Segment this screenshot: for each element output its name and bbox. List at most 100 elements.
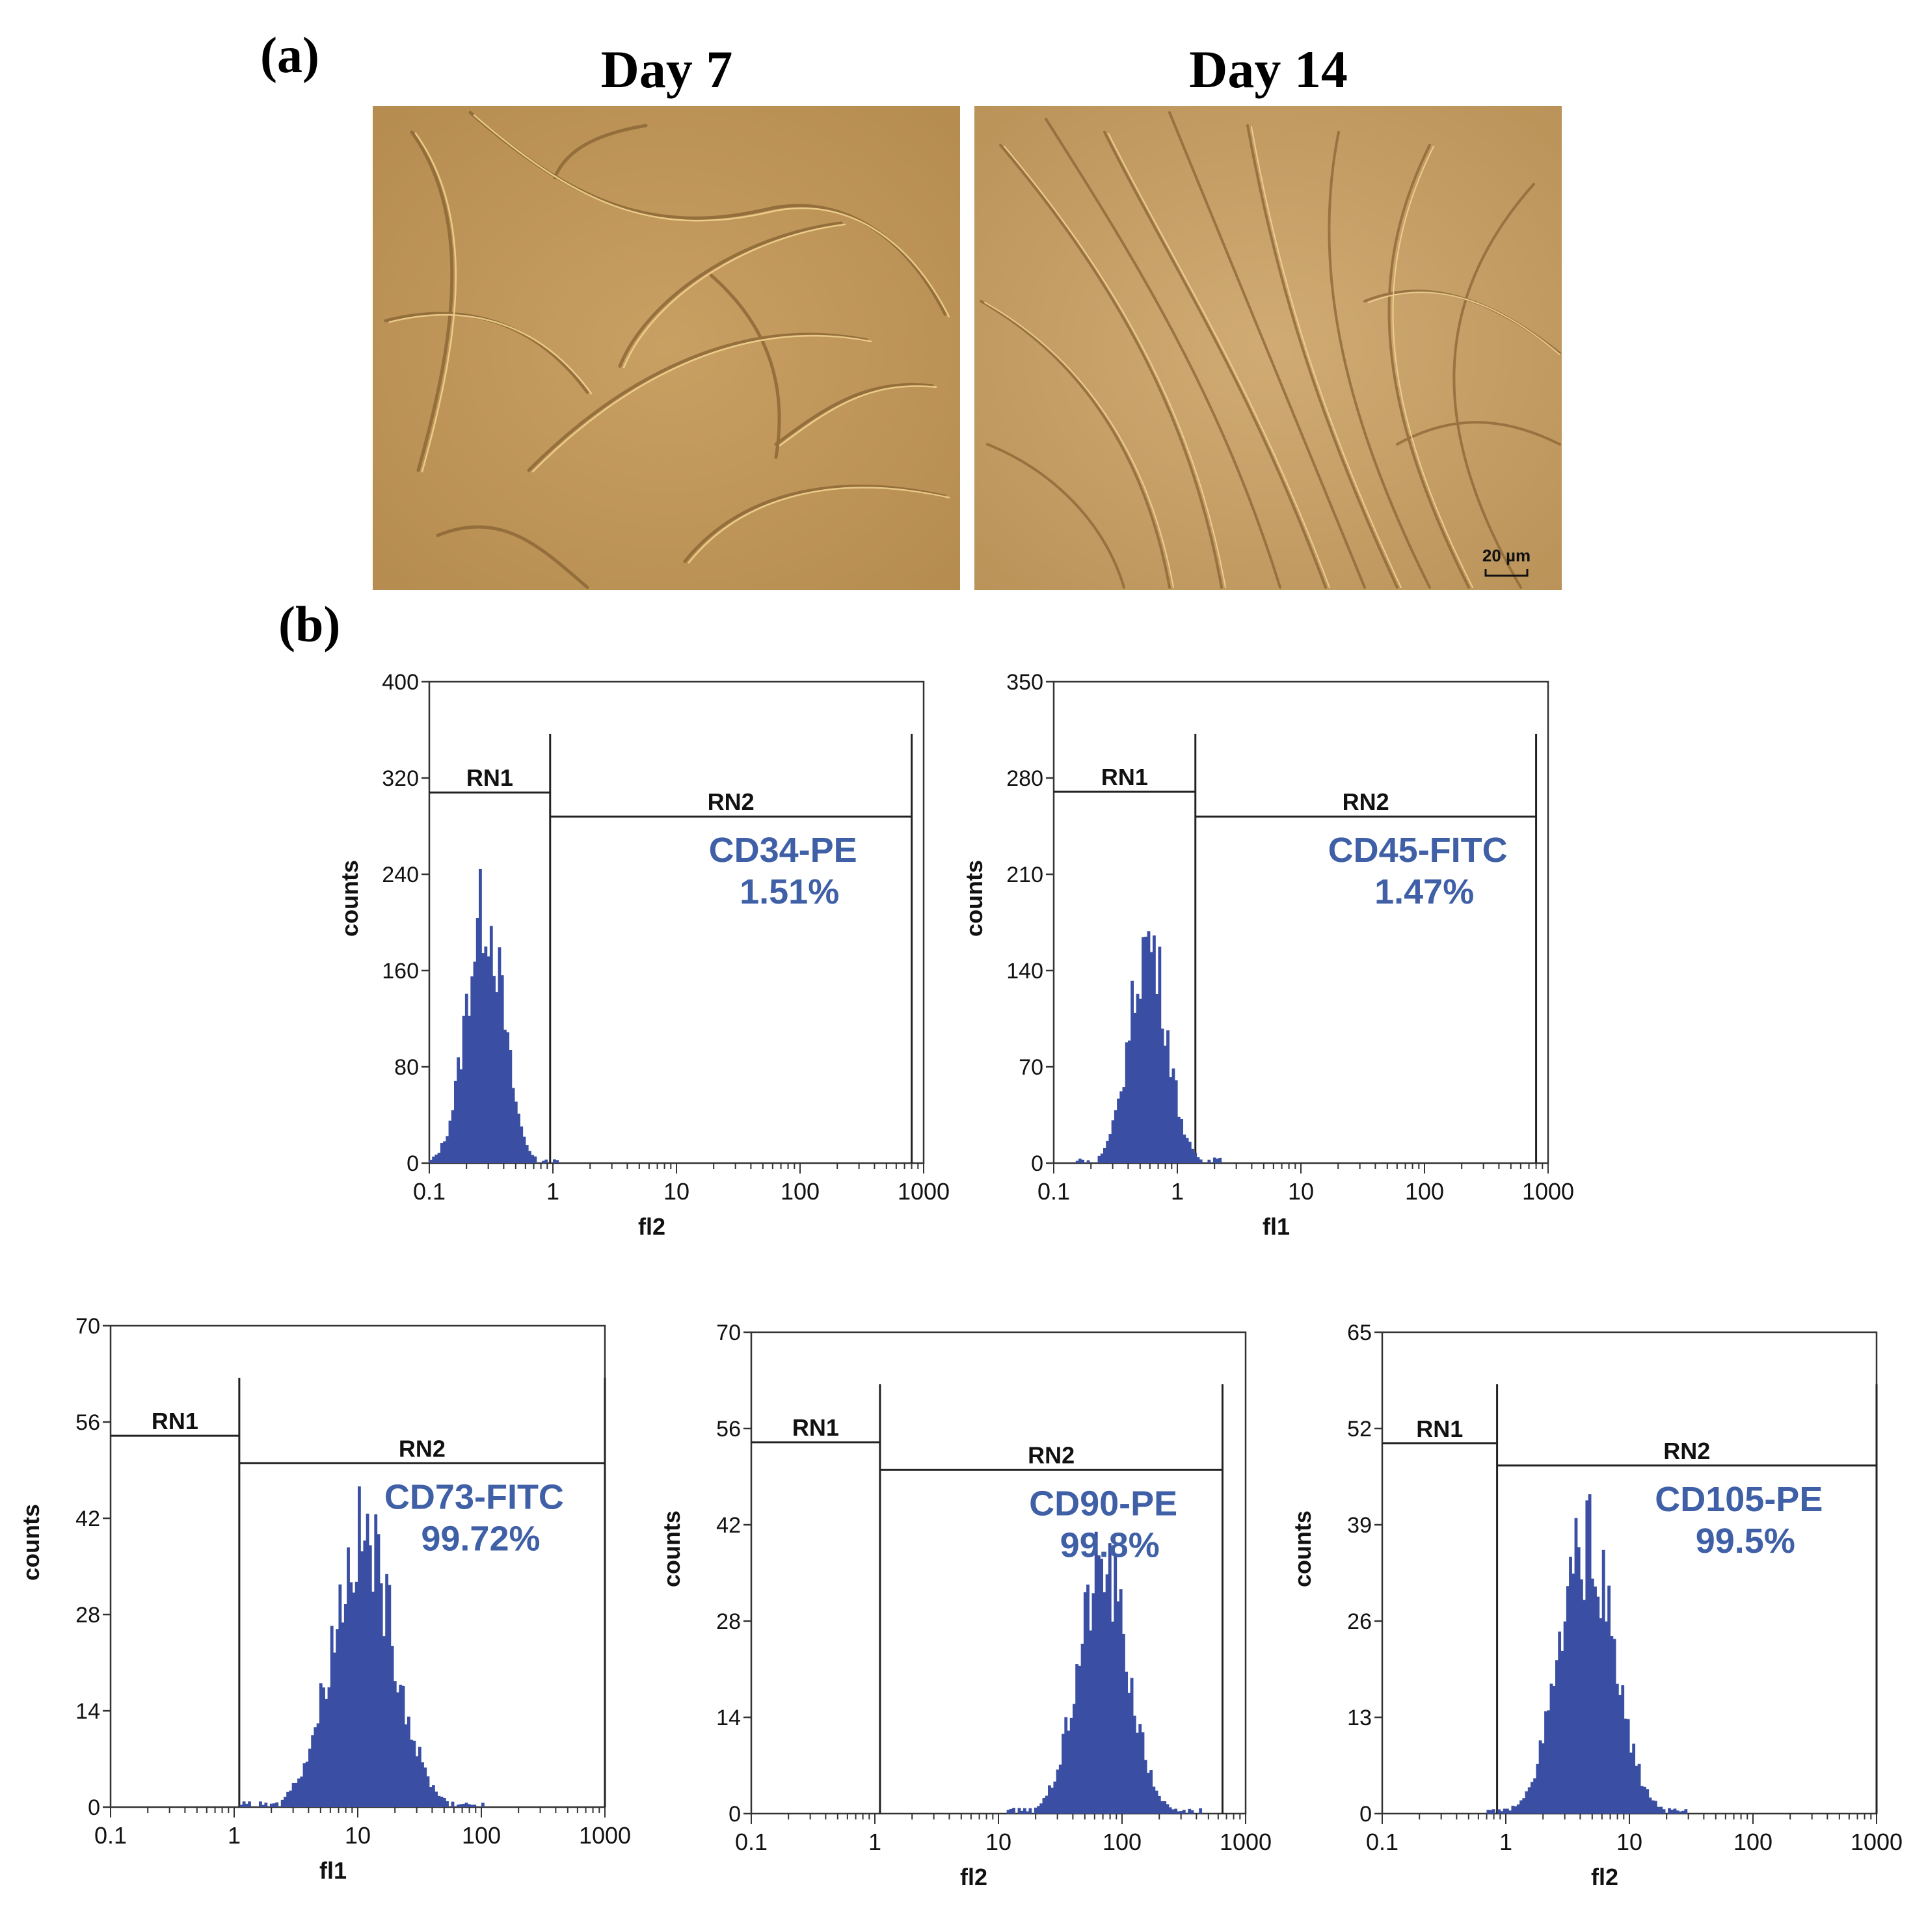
histogram-bar (1130, 980, 1134, 1163)
histogram-bar (418, 1747, 421, 1807)
y-tick-label: 280 (1006, 766, 1043, 791)
percent-label: 99.72% (421, 1519, 540, 1558)
histogram-bar (1670, 1809, 1674, 1814)
histogram-bar (468, 1015, 471, 1163)
histogram-bar (333, 1652, 336, 1807)
histogram-bar (443, 1141, 446, 1163)
histogram-bar (1531, 1782, 1534, 1814)
histogram-bar (1533, 1778, 1537, 1814)
histogram-bar (440, 1796, 444, 1807)
histogram-bar (1174, 1808, 1178, 1814)
y-tick-label: 70 (716, 1321, 741, 1345)
histogram-bar (1632, 1743, 1636, 1814)
histogram-bar (533, 1156, 537, 1163)
y-tick-label: 160 (382, 959, 419, 984)
histogram-bar (305, 1762, 309, 1807)
histogram-bar (1621, 1685, 1625, 1814)
histogram-bar (1078, 1159, 1082, 1163)
histogram-bar (1637, 1764, 1641, 1814)
histogram-bar (363, 1540, 367, 1807)
gate-label: RN2 (1663, 1438, 1710, 1464)
gate-rn1: RN1 (1054, 764, 1196, 793)
histogram-bar (511, 1088, 515, 1163)
histogram-bar (1594, 1586, 1597, 1814)
histogram-bar (1026, 1811, 1030, 1814)
panel-b-label: (b) (278, 596, 341, 652)
histogram-bar (1177, 1116, 1181, 1163)
histogram-bar (1116, 1601, 1120, 1814)
histogram-bar (239, 1805, 243, 1807)
histogram-bar (1108, 1543, 1112, 1814)
scale-bar: 20 µm (1482, 546, 1531, 577)
histogram-bar (248, 1801, 251, 1807)
x-tick-label: 0.1 (413, 1178, 446, 1205)
histogram-bar (1149, 1770, 1153, 1814)
histogram-bar (1544, 1711, 1547, 1814)
histogram-bar (1590, 1578, 1594, 1814)
percent-label: 99.8% (1060, 1525, 1160, 1564)
x-tick-label: 10 (1616, 1829, 1642, 1855)
histogram-bar (1572, 1573, 1575, 1814)
histogram-bar (473, 1805, 477, 1807)
histogram-bar (291, 1782, 295, 1807)
histogram-bar (1574, 1518, 1578, 1814)
histogram-bar (1508, 1810, 1512, 1814)
y-tick-label: 0 (1031, 1151, 1043, 1176)
histogram-cd90: 0 14 28 42 56 70 0.1 1 10 100 1000 fl2 counts RN1 RN2 C… (658, 1321, 1272, 1890)
histogram-bar (1525, 1791, 1529, 1814)
histogram-bar (1169, 1077, 1173, 1163)
histogram-bar (1191, 1148, 1194, 1163)
histogram-bar (1042, 1797, 1046, 1814)
histogram-bar (1075, 1161, 1079, 1163)
y-tick-label: 350 (1006, 670, 1043, 695)
histogram-bar (1212, 1157, 1216, 1163)
histogram-bar (1585, 1500, 1589, 1814)
histogram-bar (1117, 1098, 1120, 1163)
histogram-bar (385, 1574, 389, 1807)
histogram-bar (1185, 1138, 1189, 1163)
histogram-bar (1681, 1810, 1685, 1814)
histogram-bar (437, 1153, 441, 1163)
histogram-bar (544, 1159, 548, 1163)
histogram-bar (1136, 993, 1140, 1163)
histogram-bar (457, 1805, 460, 1807)
histogram-bar (300, 1777, 304, 1807)
x-tick-label: 1000 (1851, 1829, 1903, 1855)
day14-title: Day 14 (1189, 40, 1348, 99)
histogram-bar (1100, 1153, 1104, 1163)
histogram-bar (1163, 1801, 1167, 1814)
histogram-bar (1566, 1586, 1570, 1814)
histogram-bar (1097, 1155, 1101, 1163)
histogram-cd45: 0 70 140 210 280 350 0.1 1 10 100 1000 fl1 counts RN1… (961, 670, 1574, 1240)
histogram-bar (275, 1802, 279, 1807)
histogram-bar (1552, 1685, 1556, 1814)
y-tick-label: 42 (716, 1513, 741, 1538)
y-tick-label: 14 (75, 1699, 100, 1724)
percent-label: 99.5% (1696, 1522, 1795, 1561)
histogram-bar (377, 1534, 381, 1807)
y-tick-label: 240 (382, 863, 419, 887)
histogram-bar (1048, 1785, 1051, 1814)
histogram-bar (520, 1126, 524, 1163)
histogram-bars (429, 868, 559, 1163)
histogram-bar (473, 961, 477, 1163)
histogram-bar (457, 1057, 461, 1163)
histogram-bar (1153, 935, 1156, 1163)
histogram-bar (1142, 937, 1145, 1163)
y-tick-label: 0 (729, 1802, 741, 1827)
histogram-bar (1207, 1159, 1211, 1163)
histogram-bar (273, 1803, 276, 1807)
histogram-bar (314, 1727, 317, 1807)
x-tick-label: 10 (663, 1178, 689, 1205)
histogram-bar (1654, 1801, 1657, 1814)
histogram-bar (421, 1762, 424, 1807)
percent-label: 1.51% (740, 872, 839, 911)
histogram-bar (500, 975, 504, 1163)
histogram-bar (1132, 1715, 1136, 1814)
histogram-bar (1547, 1710, 1551, 1814)
gate-rn1: RN1 (751, 1414, 880, 1443)
histogram-bar (1615, 1684, 1619, 1814)
histogram-bar (1218, 1157, 1222, 1163)
histogram-bar (1659, 1806, 1663, 1814)
histogram-bar (280, 1799, 284, 1807)
